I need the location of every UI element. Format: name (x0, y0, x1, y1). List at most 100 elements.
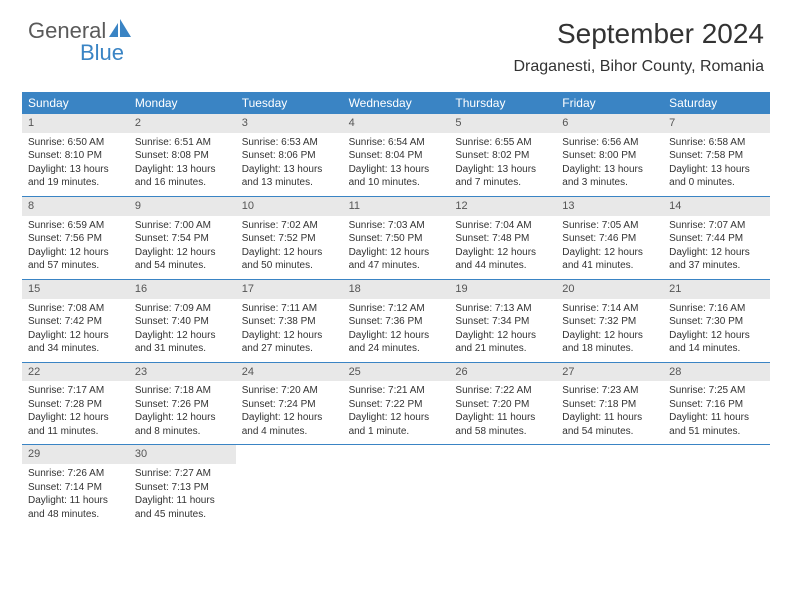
day-info-line: Daylight: 12 hours (455, 246, 550, 260)
day-info-line: and 24 minutes. (349, 342, 444, 356)
day-cell: 19 Sunrise: 7:13 AMSunset: 7:34 PMDayligh… (449, 280, 556, 362)
day-info-line: Sunset: 7:14 PM (28, 481, 123, 495)
day-info-line: Daylight: 13 hours (242, 163, 337, 177)
day-number: 24 (236, 363, 343, 382)
day-info-line: Sunrise: 7:04 AM (455, 219, 550, 233)
day-info-line: Daylight: 12 hours (242, 329, 337, 343)
day-number: 21 (663, 280, 770, 299)
day-info-line: and 27 minutes. (242, 342, 337, 356)
day-info-line: Daylight: 12 hours (135, 246, 230, 260)
day-info-line: Sunset: 7:52 PM (242, 232, 337, 246)
day-cell: 4Sunrise: 6:54 AMSunset: 8:04 PMDaylight… (343, 114, 450, 196)
day-info-line: Sunrise: 7:27 AM (135, 467, 230, 481)
day-number: 8 (22, 197, 129, 216)
day-info-line: and 44 minutes. (455, 259, 550, 273)
day-info-line: Sunrise: 7:25 AM (669, 384, 764, 398)
day-info-line: Sunset: 7:24 PM (242, 398, 337, 412)
day-info-line: Sunrise: 6:56 AM (562, 136, 657, 150)
day-info-line: Sunset: 7:56 PM (28, 232, 123, 246)
day-number: 7 (663, 114, 770, 133)
day-number: 9 (129, 197, 236, 216)
day-info-line: Sunset: 8:00 PM (562, 149, 657, 163)
day-number: 3 (236, 114, 343, 133)
day-cell: 26Sunrise: 7:22 AMSunset: 7:20 PMDayligh… (449, 363, 556, 445)
day-cell (663, 445, 770, 527)
day-info-line: Sunrise: 7:23 AM (562, 384, 657, 398)
day-header-cell: Saturday (663, 92, 770, 114)
day-info-line: Sunset: 7:18 PM (562, 398, 657, 412)
day-info-line: and 50 minutes. (242, 259, 337, 273)
day-info-line: Daylight: 13 hours (455, 163, 550, 177)
day-info-line: Sunrise: 7:21 AM (349, 384, 444, 398)
day-info-line: Sunset: 8:08 PM (135, 149, 230, 163)
day-cell: 29Sunrise: 7:26 AMSunset: 7:14 PMDayligh… (22, 445, 129, 527)
day-info-line: and 10 minutes. (349, 176, 444, 190)
day-info-line: Sunrise: 7:26 AM (28, 467, 123, 481)
day-number: 6 (556, 114, 663, 133)
day-info-line: Daylight: 12 hours (28, 329, 123, 343)
day-info-line: Daylight: 12 hours (455, 329, 550, 343)
day-info-line: Daylight: 12 hours (669, 329, 764, 343)
day-info-line: Sunset: 7:40 PM (135, 315, 230, 329)
day-cell: 30Sunrise: 7:27 AMSunset: 7:13 PMDayligh… (129, 445, 236, 527)
day-number: 19 (449, 280, 556, 299)
day-cell: 6 Sunrise: 6:56 AMSunset: 8:00 PMDaylight… (556, 114, 663, 196)
day-info-line: Sunrise: 7:07 AM (669, 219, 764, 233)
day-number: 18 (343, 280, 450, 299)
day-info-line: Daylight: 12 hours (349, 246, 444, 260)
day-info-line: Sunset: 7:32 PM (562, 315, 657, 329)
day-info-line: Daylight: 12 hours (135, 411, 230, 425)
day-info-line: and 14 minutes. (669, 342, 764, 356)
day-info-line: Daylight: 13 hours (562, 163, 657, 177)
day-info-line: Sunrise: 7:16 AM (669, 302, 764, 316)
calendar: Sunday Monday Tuesday Wednesday Thursday… (22, 92, 770, 527)
day-cell: 13Sunrise: 7:05 AMSunset: 7:46 PMDayligh… (556, 197, 663, 279)
week-row: 1Sunrise: 6:50 AMSunset: 8:10 PMDaylight… (22, 114, 770, 197)
day-header-cell: Thursday (449, 92, 556, 114)
day-cell: 14Sunrise: 7:07 AMSunset: 7:44 PMDayligh… (663, 197, 770, 279)
day-info-line: Sunset: 7:58 PM (669, 149, 764, 163)
day-info-line: Sunset: 7:26 PM (135, 398, 230, 412)
day-header-cell: Monday (129, 92, 236, 114)
day-info-line: and 0 minutes. (669, 176, 764, 190)
day-info-line: Sunrise: 7:18 AM (135, 384, 230, 398)
day-info-line: Daylight: 13 hours (28, 163, 123, 177)
day-info-line: Sunrise: 7:13 AM (455, 302, 550, 316)
week-row: 22Sunrise: 7:17 AMSunset: 7:28 PMDayligh… (22, 363, 770, 446)
day-info-line: and 51 minutes. (669, 425, 764, 439)
day-info-line: Daylight: 12 hours (242, 246, 337, 260)
day-info-line: Sunset: 7:42 PM (28, 315, 123, 329)
header: General Blue September 2024 Draganesti, … (0, 0, 792, 84)
day-number: 13 (556, 197, 663, 216)
day-info-line: Sunrise: 7:05 AM (562, 219, 657, 233)
day-number: 15 (22, 280, 129, 299)
day-info-line: Sunset: 7:50 PM (349, 232, 444, 246)
day-info-line: and 8 minutes. (135, 425, 230, 439)
day-header-cell: Friday (556, 92, 663, 114)
brand-logo: General Blue (28, 18, 135, 66)
day-number: 2 (129, 114, 236, 133)
day-cell: 24Sunrise: 7:20 AMSunset: 7:24 PMDayligh… (236, 363, 343, 445)
day-info-line: Daylight: 12 hours (562, 329, 657, 343)
brand-part2: Blue (80, 40, 135, 66)
day-info-line: Sunrise: 6:59 AM (28, 219, 123, 233)
day-info-line: Daylight: 11 hours (562, 411, 657, 425)
day-info-line: Sunrise: 6:58 AM (669, 136, 764, 150)
day-info-line: Sunset: 7:54 PM (135, 232, 230, 246)
day-cell: 17Sunrise: 7:11 AMSunset: 7:38 PMDayligh… (236, 280, 343, 362)
day-number: 4 (343, 114, 450, 133)
day-info-line: and 3 minutes. (562, 176, 657, 190)
day-cell: 15Sunrise: 7:08 AMSunset: 7:42 PMDayligh… (22, 280, 129, 362)
day-info-line: Daylight: 12 hours (28, 246, 123, 260)
day-info-line: Sunset: 7:22 PM (349, 398, 444, 412)
day-info-line: and 4 minutes. (242, 425, 337, 439)
day-number: 14 (663, 197, 770, 216)
day-info-line: Sunrise: 7:03 AM (349, 219, 444, 233)
day-info-line: Sunset: 8:02 PM (455, 149, 550, 163)
day-cell: 25Sunrise: 7:21 AMSunset: 7:22 PMDayligh… (343, 363, 450, 445)
day-info-line: and 47 minutes. (349, 259, 444, 273)
day-number: 23 (129, 363, 236, 382)
day-number: 17 (236, 280, 343, 299)
day-info-line: Sunset: 7:34 PM (455, 315, 550, 329)
day-number: 16 (129, 280, 236, 299)
